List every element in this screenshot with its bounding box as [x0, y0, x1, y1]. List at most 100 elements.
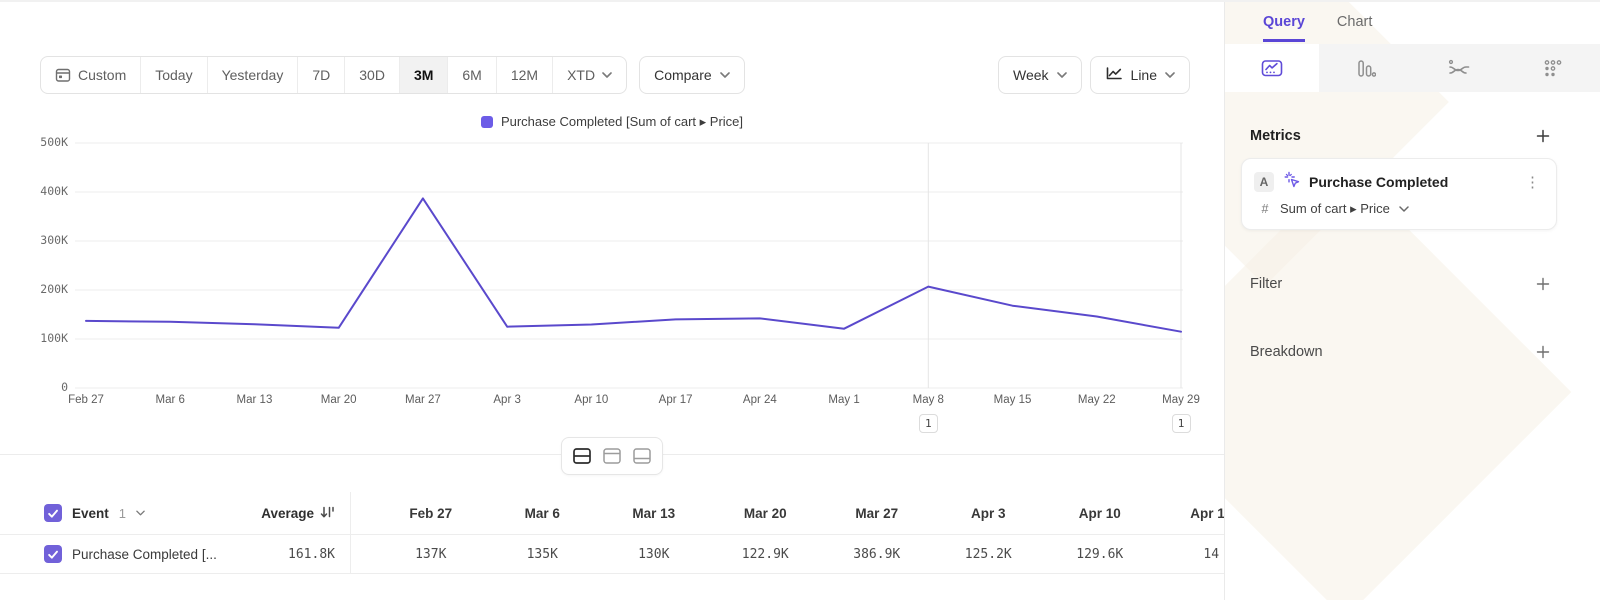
date-value-cell: 130K	[638, 546, 670, 562]
range-6m[interactable]: 6M	[448, 57, 497, 93]
query-builder-panel: Query Chart Metrics A Purchase Completed…	[1224, 2, 1600, 600]
add-metric-button[interactable]	[1536, 129, 1550, 143]
chevron-down-icon	[1399, 206, 1409, 212]
split-view-icon[interactable]	[568, 443, 596, 469]
date-value-cell: 125.2K	[964, 546, 1012, 562]
date-value-cell: 135K	[526, 546, 558, 562]
chart-style-label: Line	[1130, 67, 1157, 83]
range-custom[interactable]: Custom	[41, 57, 142, 93]
event-count: 1	[118, 505, 126, 521]
add-filter-button[interactable]	[1536, 277, 1550, 291]
range-7d[interactable]: 7D	[298, 57, 346, 93]
metrics-section-header: Metrics	[1250, 128, 1550, 144]
breakdown-section-header: Breakdown	[1250, 344, 1550, 360]
granularity-label: Week	[1012, 67, 1049, 83]
y-tick-label: 100K	[40, 331, 68, 345]
x-tick-label: Apr 24	[742, 394, 777, 406]
average-header-label: Average	[261, 505, 314, 521]
breakdown-table: Event 1 Average Feb 27 Mar 6 Mar 13 Mar 20 M…	[0, 492, 1224, 578]
chart-legend: Purchase Completed [Sum of cart ▸ Price]	[0, 114, 1224, 130]
numeric-hash-icon: #	[1261, 202, 1269, 216]
y-tick-label: 200K	[40, 282, 68, 296]
date-value-cells: 137K 135K 130K 122.9K 386.9K 125.2K 129.6K 14	[350, 535, 1224, 573]
chart-type-switcher	[1225, 44, 1600, 92]
toolbar-right-group: Week Line	[997, 56, 1190, 94]
y-tick-label: 500K	[40, 135, 68, 149]
metric-letter-badge: A	[1254, 172, 1274, 192]
compare-label: Compare	[654, 67, 712, 83]
kebab-menu-icon[interactable]: ⋮	[1525, 174, 1540, 191]
metric-event-name: Purchase Completed	[1309, 174, 1449, 190]
annotation-badge[interactable]: 1	[1171, 414, 1191, 433]
metric-card[interactable]: A Purchase Completed ⋮ # Sum of cart ▸ P…	[1241, 158, 1557, 230]
date-header-cells: Feb 27 Mar 6 Mar 13 Mar 20 Mar 27 Apr 3 Apr 10…	[350, 492, 1224, 534]
chevron-down-icon	[1056, 72, 1067, 78]
event-header-label: Event	[72, 505, 109, 521]
x-tick-label: Apr 10	[574, 394, 609, 406]
compare-button[interactable]: Compare	[639, 56, 745, 94]
chart-only-view-icon[interactable]	[598, 443, 626, 469]
average-value-cell: 161.8K	[288, 546, 335, 562]
x-tick-label: Mar 6	[155, 394, 185, 406]
tab-query[interactable]: Query	[1263, 14, 1305, 42]
range-yesterday[interactable]: Yesterday	[208, 57, 299, 93]
calendar-icon	[55, 67, 71, 83]
date-value-cell: 137K	[415, 546, 447, 562]
funnels-bars-icon[interactable]	[1318, 44, 1413, 92]
date-range-control: Custom Today Yesterday 7D 30D 3M 6M 12M XTD	[40, 56, 628, 94]
tab-chart[interactable]: Chart	[1336, 14, 1373, 30]
insights-line-icon[interactable]	[1225, 44, 1319, 92]
retention-dots-icon[interactable]	[1506, 44, 1600, 92]
panel-tabs: Query Chart	[1263, 14, 1372, 42]
x-tick-label: May 8	[912, 394, 944, 406]
event-sparkle-icon	[1283, 171, 1300, 193]
sort-descending-icon	[320, 505, 335, 522]
range-today[interactable]: Today	[141, 57, 208, 93]
x-tick-label: May 29	[1162, 394, 1200, 406]
add-breakdown-button[interactable]	[1536, 345, 1550, 359]
date-column-header[interactable]: Apr 10	[1078, 505, 1121, 521]
x-tick-label: Mar 13	[236, 394, 273, 406]
date-column-header[interactable]: Mar 6	[524, 505, 560, 521]
toolbar-spacer	[745, 56, 998, 94]
y-tick-label: 300K	[40, 233, 68, 247]
table-header-row: Event 1 Average Feb 27 Mar 6 Mar 13 Mar 20 M…	[0, 492, 1224, 534]
chevron-down-icon	[1165, 72, 1175, 78]
event-name-cell: Purchase Completed [...	[0, 545, 230, 563]
chevron-down-icon	[719, 72, 730, 78]
date-value-cell: 14	[1203, 546, 1220, 562]
range-12m[interactable]: 12M	[497, 57, 554, 93]
metric-card-row1: A Purchase Completed ⋮	[1254, 171, 1542, 193]
date-column-header[interactable]: Mar 13	[632, 505, 676, 521]
range-3m[interactable]: 3M	[399, 57, 449, 93]
date-column-header[interactable]: Apr 3	[970, 505, 1006, 521]
select-all-checkbox[interactable]	[44, 504, 62, 522]
filter-section-header: Filter	[1250, 276, 1550, 292]
granularity-button[interactable]: Week	[997, 56, 1082, 94]
annotation-badge[interactable]: 1	[918, 414, 938, 433]
table-row: Purchase Completed [... 161.8K 137K 135K 1…	[0, 534, 1224, 574]
flows-waves-icon[interactable]	[1412, 44, 1507, 92]
legend-label: Purchase Completed [Sum of cart ▸ Price]	[500, 114, 744, 129]
y-tick-label: 0	[61, 380, 68, 394]
filter-heading: Filter	[1250, 276, 1283, 292]
date-column-header[interactable]: Mar 20	[743, 505, 787, 521]
chevron-down-icon[interactable]	[136, 510, 145, 516]
date-column-header[interactable]: Feb 27	[409, 505, 453, 521]
metrics-heading: Metrics	[1250, 128, 1301, 144]
average-header-cell[interactable]: Average	[230, 505, 345, 522]
range-30d[interactable]: 30D	[345, 57, 400, 93]
range-xtd[interactable]: XTD	[553, 57, 626, 93]
date-value-cell: 386.9K	[853, 546, 901, 562]
panel-body: Metrics A Purchase Completed ⋮ # Sum of …	[1225, 92, 1600, 600]
metric-aggregation[interactable]: # Sum of cart ▸ Price	[1259, 201, 1542, 217]
view-toggle	[561, 437, 663, 475]
date-column-header[interactable]: Mar 27	[855, 505, 899, 521]
x-tick-label: Apr 17	[658, 394, 693, 406]
line-chart[interactable]	[75, 140, 1183, 390]
table-only-view-icon[interactable]	[628, 443, 656, 469]
date-column-header[interactable]: Apr 17	[1190, 505, 1224, 521]
row-checkbox[interactable]	[44, 545, 62, 563]
date-value-cell: 129.6K	[1076, 546, 1124, 562]
chart-style-button[interactable]: Line	[1089, 56, 1190, 94]
